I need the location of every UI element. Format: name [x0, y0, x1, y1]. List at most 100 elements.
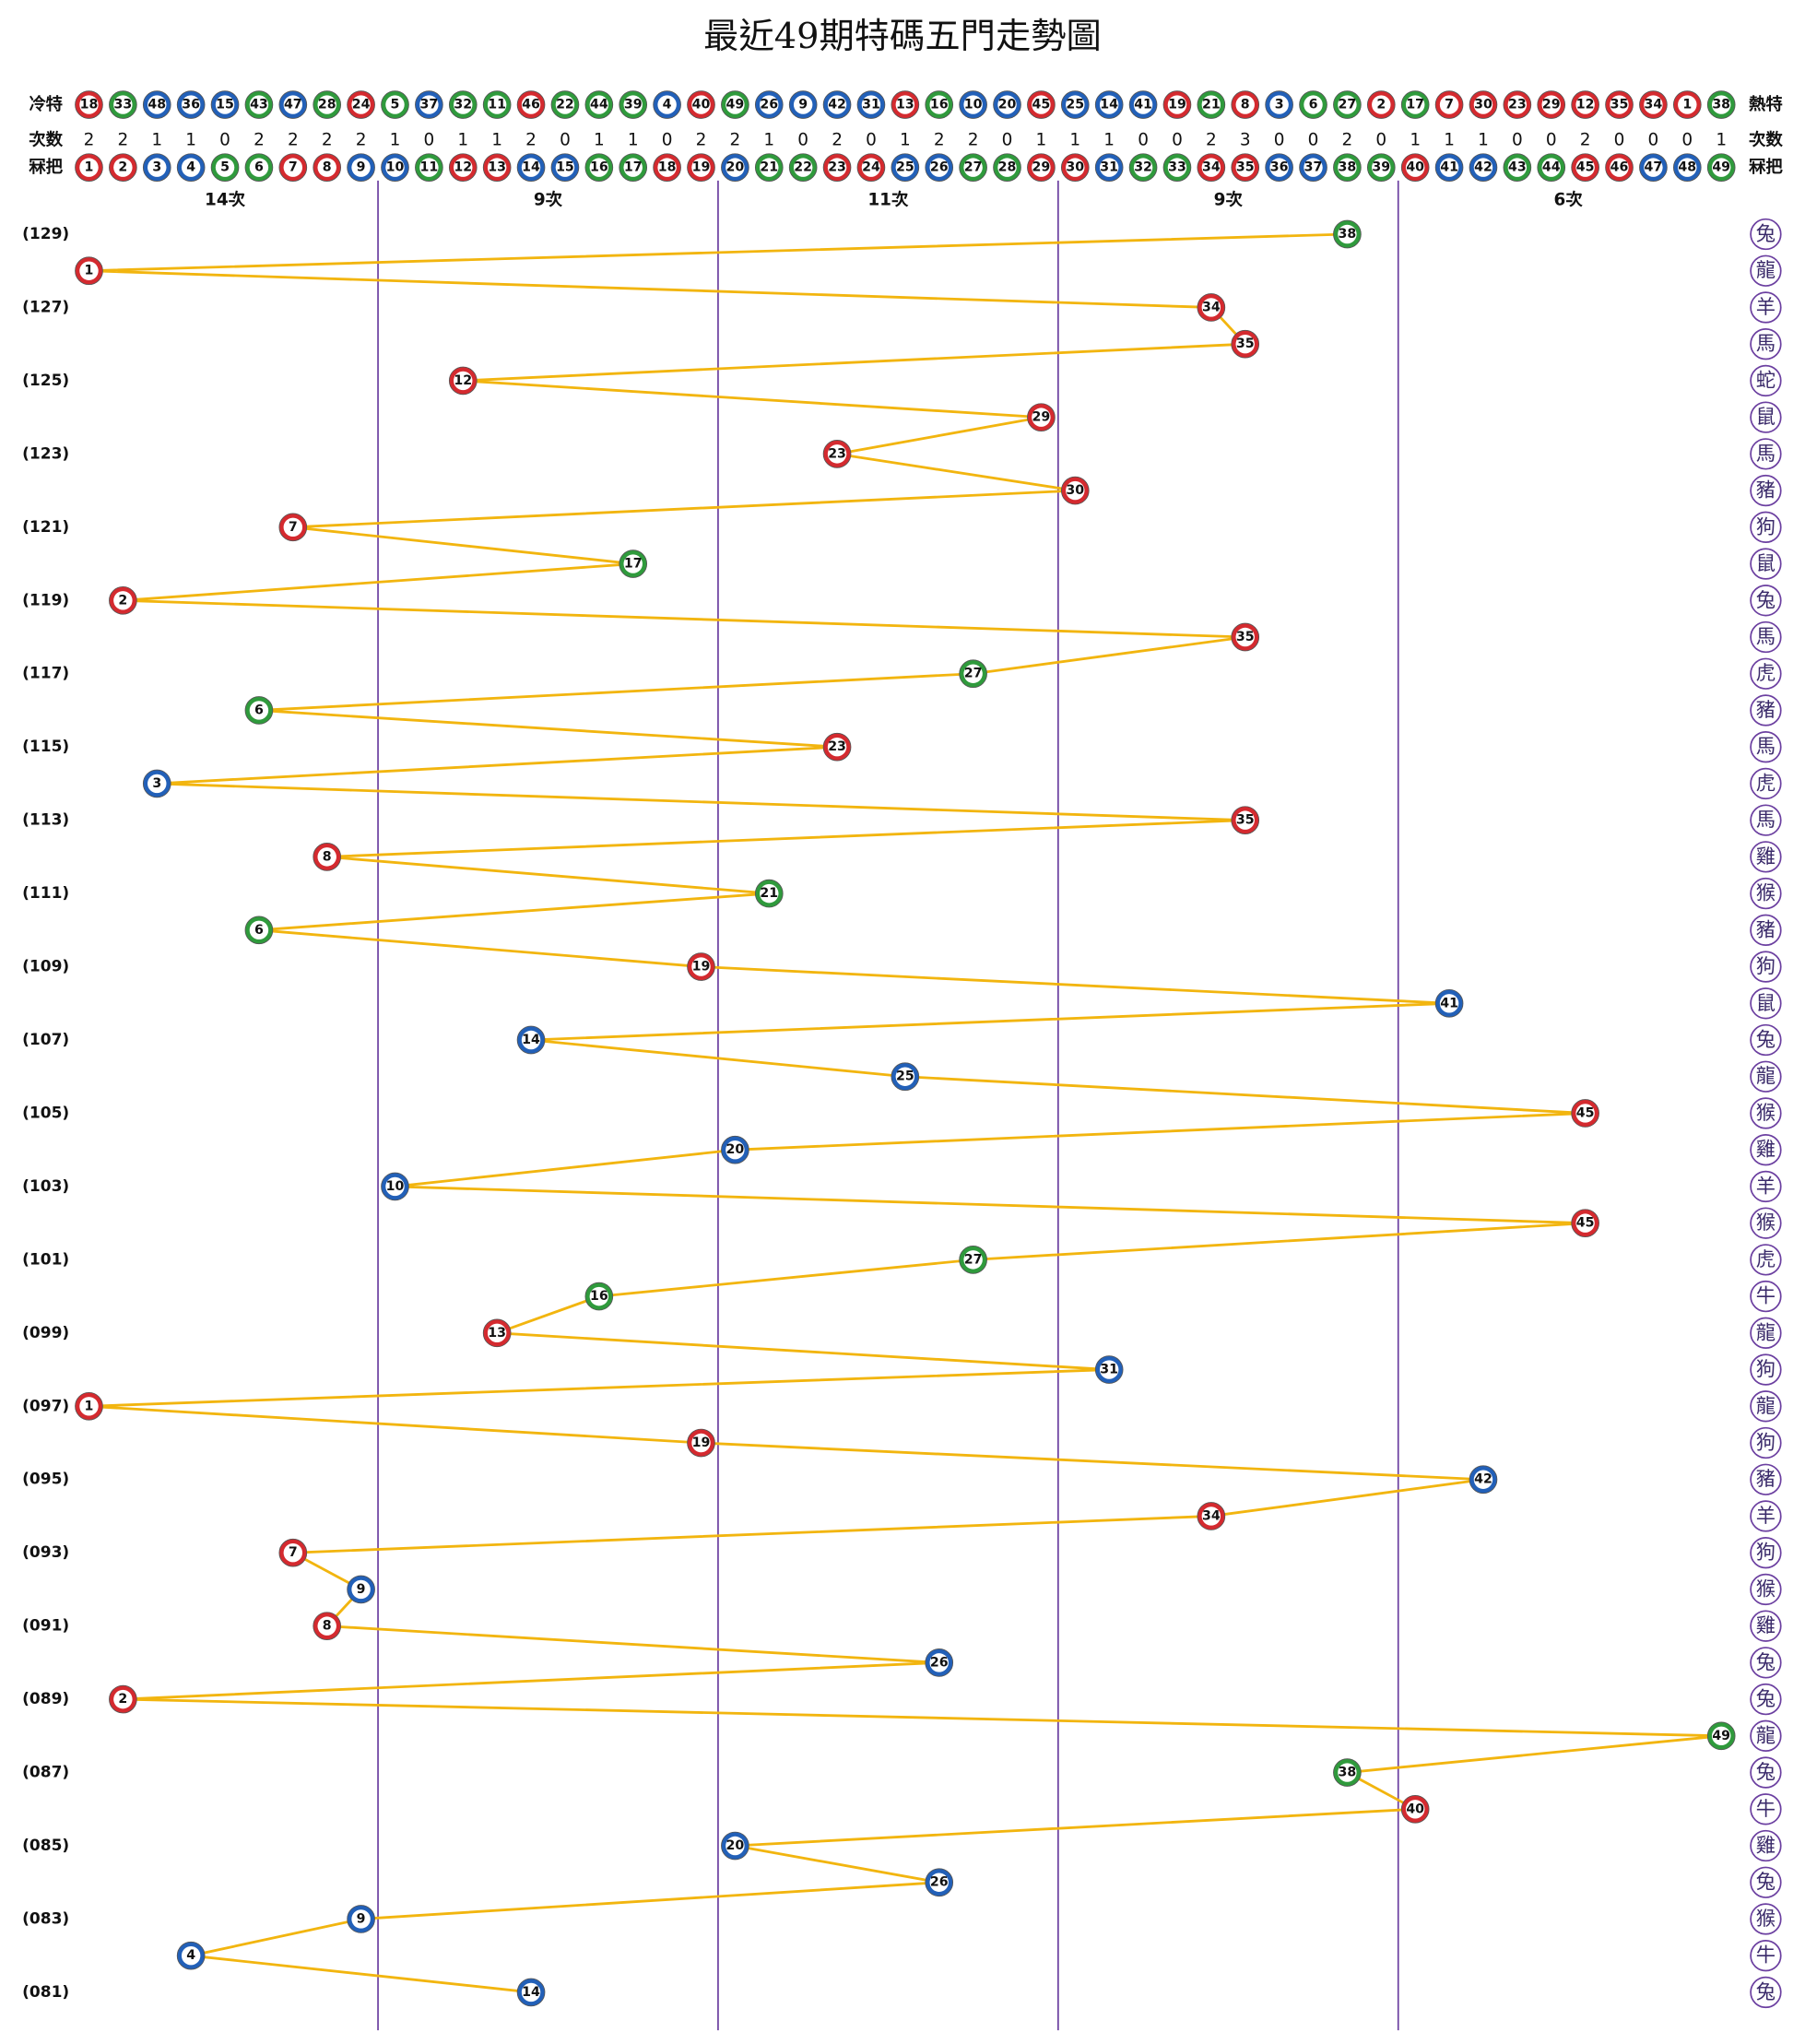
ball-number: 35 — [1236, 160, 1255, 175]
zodiac: 豬 — [1756, 479, 1776, 502]
zodiac: 兔 — [1756, 589, 1776, 612]
ball: 35 — [1231, 622, 1260, 652]
ball-number: 34 — [1202, 160, 1221, 175]
ball-number: 27 — [964, 667, 983, 681]
ball-number: 28 — [998, 160, 1017, 175]
group-label: 11次 — [867, 190, 909, 210]
ball: 37 — [415, 90, 443, 119]
ball-number: 27 — [1339, 98, 1357, 112]
ball-face — [249, 158, 269, 177]
ball: 14 — [516, 153, 546, 182]
ball-number: 35 — [1236, 813, 1255, 828]
ball-face — [997, 95, 1017, 114]
zodiac: 狗 — [1756, 1542, 1776, 1565]
ball: 24 — [856, 153, 886, 182]
ball: 27 — [959, 153, 987, 182]
ball: 42 — [1469, 153, 1498, 182]
ball: 11 — [415, 153, 443, 182]
ball-number: 13 — [896, 98, 914, 112]
ball-face — [726, 158, 745, 177]
ball-number: 22 — [794, 160, 812, 175]
ball-number: 15 — [216, 98, 234, 112]
ball-face — [1405, 95, 1425, 114]
ball: 36 — [1265, 153, 1293, 182]
ball-face — [1269, 158, 1289, 177]
zodiac: 虎 — [1756, 1248, 1776, 1271]
ball-face — [1575, 1104, 1595, 1123]
ball: 8 — [313, 1612, 342, 1640]
ball: 13 — [891, 90, 920, 119]
zodiac-ring — [1750, 1537, 1782, 1569]
zodiac: 猴 — [1756, 1102, 1776, 1125]
ball-number: 18 — [80, 98, 99, 112]
ball-face — [1439, 158, 1459, 177]
ball-number: 45 — [1576, 1216, 1595, 1231]
ball-number: 13 — [488, 160, 506, 175]
period-label: (085) — [22, 1837, 69, 1855]
ball: 8 — [313, 153, 342, 182]
count: 0 — [866, 130, 877, 149]
zodiac-ring — [1750, 1463, 1782, 1495]
ball: 36 — [176, 90, 206, 119]
ball-number: 1 — [85, 1399, 94, 1413]
ball: 9 — [347, 1575, 375, 1604]
ball-face — [827, 158, 847, 177]
ball-number: 26 — [930, 160, 949, 175]
ball-face — [147, 158, 167, 177]
ball-face — [963, 1250, 983, 1270]
ball: 9 — [788, 90, 818, 119]
ball: 12 — [448, 366, 478, 396]
ball-number: 14 — [522, 160, 540, 175]
ball-number: 33 — [114, 98, 133, 112]
ball-number: 35 — [1236, 630, 1255, 644]
zodiac-ring — [1750, 438, 1782, 470]
ball-number: 5 — [220, 160, 230, 175]
ball: 31 — [1094, 153, 1124, 182]
zodiac-ring — [1750, 620, 1782, 654]
ball-number: 12 — [454, 160, 472, 175]
zodiac-ring — [1750, 951, 1782, 983]
ball-face — [657, 158, 677, 177]
period-label: (121) — [22, 518, 69, 537]
ball-face — [283, 517, 303, 538]
count: 2 — [288, 130, 299, 149]
period-label: (127) — [22, 298, 69, 316]
ball-face — [181, 95, 201, 114]
ball-face — [351, 95, 371, 114]
ball-face — [793, 95, 813, 114]
ball: 21 — [1197, 90, 1226, 119]
ball-face — [249, 95, 269, 114]
count: 0 — [1172, 130, 1183, 149]
ball-face — [1473, 158, 1493, 177]
ball-face — [147, 95, 167, 114]
ball-number: 20 — [726, 160, 745, 175]
ball: 32 — [1128, 153, 1158, 182]
count: 1 — [390, 130, 401, 149]
ball-face — [317, 95, 336, 114]
ball-number: 8 — [1241, 98, 1250, 112]
ball-number: 47 — [284, 98, 302, 112]
ball-number: 35 — [1610, 98, 1629, 112]
ball: 7 — [278, 1538, 308, 1567]
ball-face — [1235, 158, 1255, 177]
ball-number: 10 — [386, 1179, 405, 1194]
count: 0 — [1308, 130, 1319, 149]
ball-face — [181, 158, 201, 177]
ball: 46 — [1605, 153, 1634, 182]
ball-number: 12 — [1576, 98, 1595, 112]
ball: 2 — [109, 585, 137, 615]
zodiac: 兔 — [1756, 1651, 1776, 1674]
ball-face — [929, 158, 949, 177]
ball: 13 — [482, 1318, 512, 1348]
ball: 34 — [1197, 153, 1226, 182]
ball: 18 — [75, 90, 103, 119]
ball-face — [760, 158, 779, 177]
ball-number: 25 — [1066, 98, 1084, 112]
count: 0 — [662, 130, 673, 149]
ball: 35 — [1605, 90, 1634, 119]
ball: 21 — [754, 879, 784, 908]
ball-face — [487, 158, 507, 177]
ball-number: 10 — [386, 160, 405, 175]
zodiac: 猴 — [1756, 1577, 1776, 1601]
ball-face — [555, 158, 575, 177]
